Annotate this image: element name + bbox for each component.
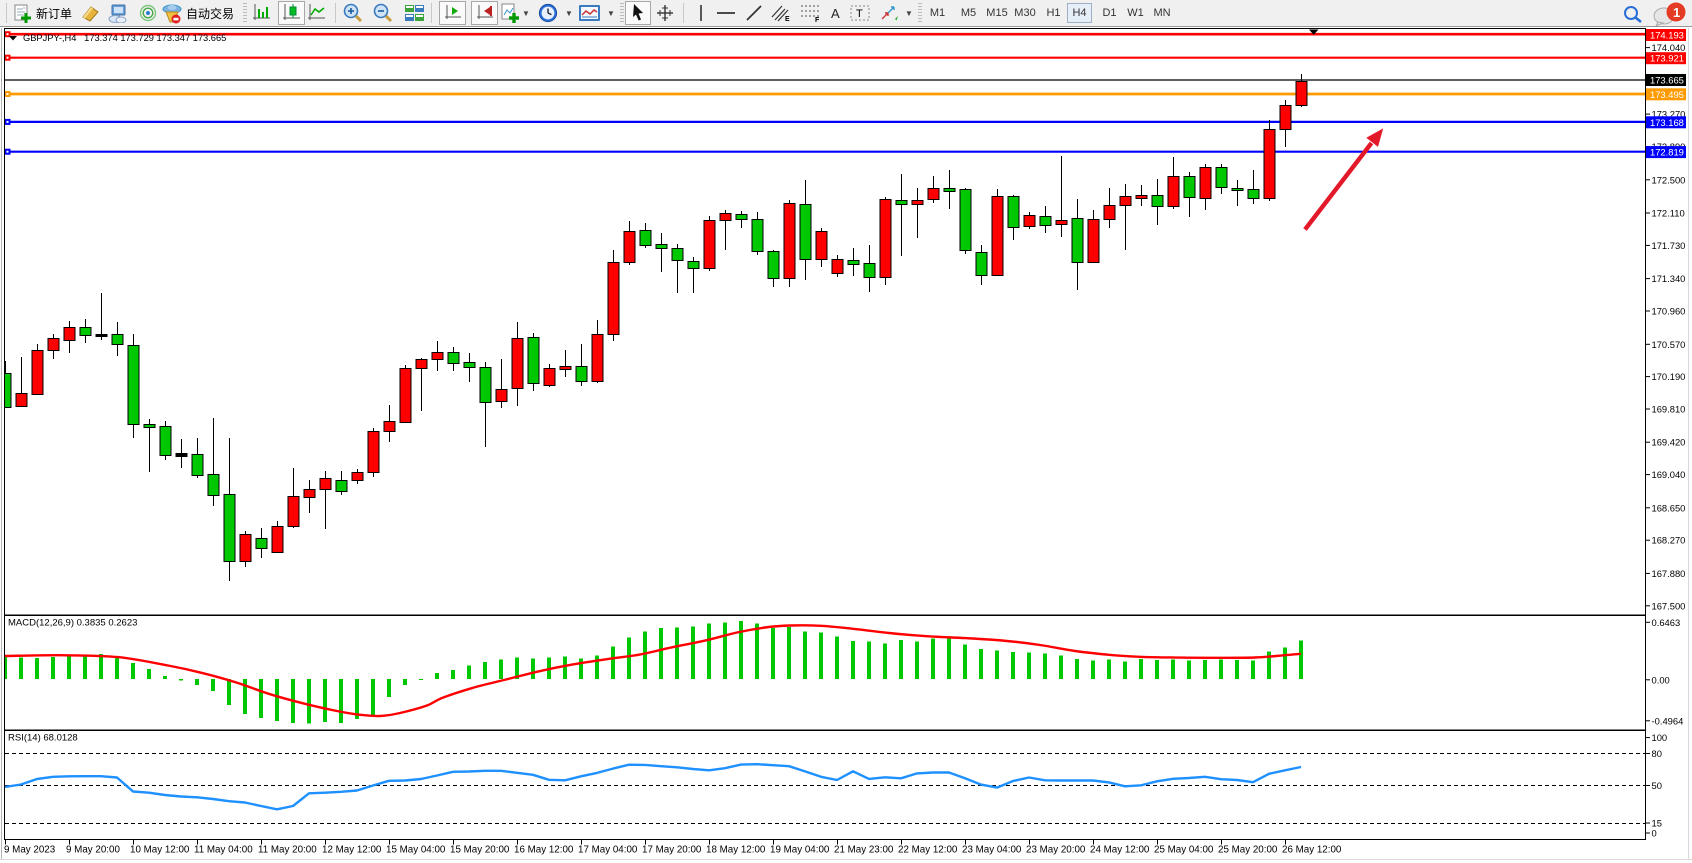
svg-text:170.190: 170.190 xyxy=(1652,371,1686,382)
svg-text:0: 0 xyxy=(1652,828,1657,839)
svg-text:167.880: 167.880 xyxy=(1652,568,1686,579)
svg-text:173.921: 173.921 xyxy=(1650,53,1684,64)
svg-text:169.420: 169.420 xyxy=(1652,437,1686,448)
svg-text:174.040: 174.040 xyxy=(1652,42,1686,53)
svg-text:21 May 23:00: 21 May 23:00 xyxy=(834,845,894,856)
svg-text:171.730: 171.730 xyxy=(1652,240,1686,251)
svg-text:50: 50 xyxy=(1652,780,1662,791)
svg-text:RSI(14) 68.0128: RSI(14) 68.0128 xyxy=(8,733,78,744)
svg-text:0.6463: 0.6463 xyxy=(1652,617,1681,628)
svg-text:26 May 12:00: 26 May 12:00 xyxy=(1282,845,1342,856)
svg-text:12 May 12:00: 12 May 12:00 xyxy=(322,845,382,856)
svg-text:172.819: 172.819 xyxy=(1650,147,1684,158)
svg-text:171.340: 171.340 xyxy=(1652,273,1686,284)
svg-text:9 May 20:00: 9 May 20:00 xyxy=(66,845,120,856)
svg-text:MACD(12,26,9) 0.3835 0.2623: MACD(12,26,9) 0.3835 0.2623 xyxy=(8,618,137,629)
svg-text:23 May 04:00: 23 May 04:00 xyxy=(962,845,1022,856)
svg-text:T: T xyxy=(856,8,863,20)
svg-text:172.500: 172.500 xyxy=(1652,174,1686,185)
svg-text:11 May 20:00: 11 May 20:00 xyxy=(258,845,317,856)
svg-text:F: F xyxy=(815,17,820,23)
svg-text:15 May 04:00: 15 May 04:00 xyxy=(386,845,446,856)
svg-text:-0.4964: -0.4964 xyxy=(1652,715,1684,726)
svg-text:15 May 20:00: 15 May 20:00 xyxy=(450,845,510,856)
svg-text:173.495: 173.495 xyxy=(1650,89,1684,100)
svg-text:167.500: 167.500 xyxy=(1652,600,1686,611)
svg-text:18 May 12:00: 18 May 12:00 xyxy=(706,845,766,856)
svg-text:173.168: 173.168 xyxy=(1650,117,1684,128)
svg-text:17 May 20:00: 17 May 20:00 xyxy=(642,845,702,856)
svg-text:11 May 04:00: 11 May 04:00 xyxy=(194,845,253,856)
svg-text:E: E xyxy=(785,16,790,23)
svg-text:25 May 04:00: 25 May 04:00 xyxy=(1154,845,1214,856)
svg-text:GBPJPY-,H4 173.374 173.729 1: GBPJPY-,H4 173.374 173.729 173.347 173.6… xyxy=(23,33,226,43)
svg-text:100: 100 xyxy=(1652,732,1668,743)
svg-text:16 May 12:00: 16 May 12:00 xyxy=(514,845,574,856)
svg-text:23 May 20:00: 23 May 20:00 xyxy=(1026,845,1086,856)
svg-text:1: 1 xyxy=(1673,5,1680,20)
svg-text:80: 80 xyxy=(1652,748,1662,759)
svg-text:24 May 12:00: 24 May 12:00 xyxy=(1090,845,1150,856)
svg-text:0.00: 0.00 xyxy=(1652,674,1670,685)
svg-text:174.193: 174.193 xyxy=(1650,30,1684,41)
svg-text:25 May 20:00: 25 May 20:00 xyxy=(1218,845,1278,856)
svg-text:170.960: 170.960 xyxy=(1652,306,1686,317)
svg-text:168.270: 168.270 xyxy=(1652,535,1686,546)
svg-text:10 May 12:00: 10 May 12:00 xyxy=(130,845,190,856)
svg-text:173.270: 173.270 xyxy=(1652,109,1686,120)
svg-text:19 May 04:00: 19 May 04:00 xyxy=(770,845,830,856)
svg-text:168.650: 168.650 xyxy=(1652,502,1686,513)
svg-text:170.570: 170.570 xyxy=(1652,339,1686,350)
svg-text:15: 15 xyxy=(1652,818,1662,829)
svg-text:9 May 2023: 9 May 2023 xyxy=(4,845,56,856)
svg-text:173.665: 173.665 xyxy=(1650,75,1684,86)
svg-text:17 May 04:00: 17 May 04:00 xyxy=(578,845,638,856)
svg-text:172.110: 172.110 xyxy=(1652,208,1685,219)
svg-text:169.040: 169.040 xyxy=(1652,469,1686,480)
svg-text:169.810: 169.810 xyxy=(1652,404,1686,415)
svg-text:22 May 12:00: 22 May 12:00 xyxy=(898,845,958,856)
